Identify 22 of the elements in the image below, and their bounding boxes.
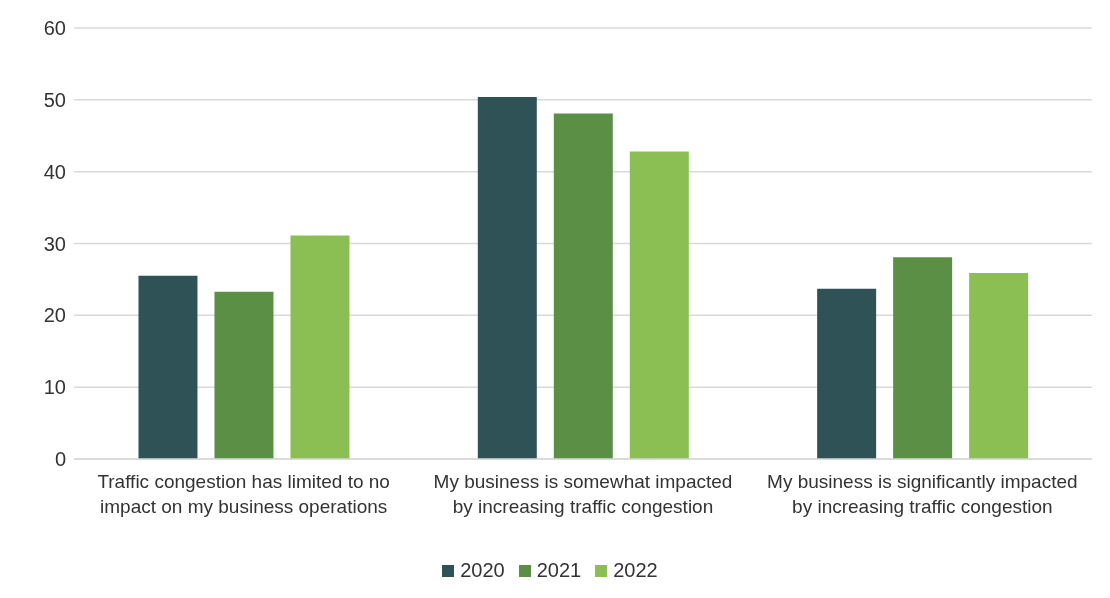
- bar: [969, 272, 1029, 459]
- bar: [553, 113, 613, 459]
- y-tick-label: 10: [43, 376, 66, 399]
- bar: [138, 275, 198, 459]
- bar: [477, 96, 537, 459]
- bar: [629, 151, 689, 459]
- x-tick-label: My business is significantly impacted by increasing traffic congestion: [767, 471, 1078, 518]
- bar: [214, 291, 274, 459]
- x-tick-label: Traffic congestion has limited to no impact on my business operations: [97, 471, 390, 518]
- bar: [893, 257, 953, 459]
- legend-label: 2021: [535, 559, 582, 582]
- bar: [290, 235, 350, 459]
- y-tick-label: 60: [43, 17, 66, 40]
- legend-label: 2020: [459, 559, 505, 582]
- y-tick-label: 20: [43, 304, 66, 327]
- x-tick-label: My business is somewhat impacted by increasing traffic congestion: [433, 471, 733, 518]
- legend-label: 2022: [612, 559, 658, 582]
- y-tick-label: 0: [54, 448, 66, 471]
- y-tick-label: 30: [43, 232, 66, 255]
- y-tick-label: 40: [43, 160, 66, 183]
- y-tick-label: 50: [43, 88, 66, 111]
- bar: [817, 288, 877, 459]
